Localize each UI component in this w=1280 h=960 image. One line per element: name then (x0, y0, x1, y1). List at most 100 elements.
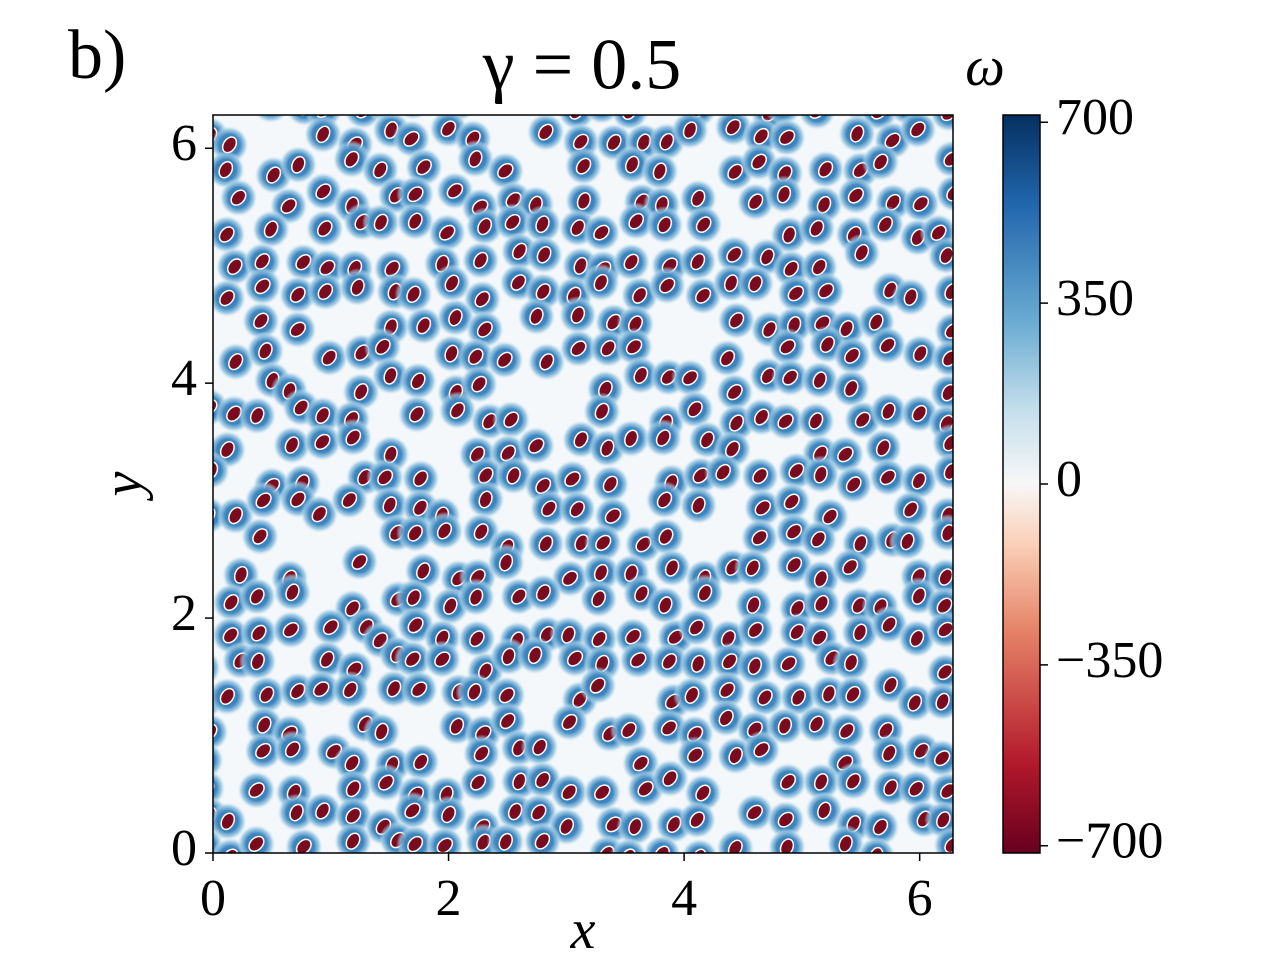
vortex-halo (798, 115, 836, 130)
vortex-core (909, 629, 925, 648)
vortex-core (688, 619, 705, 636)
vortex-halo (857, 836, 896, 853)
vortex-core (576, 192, 592, 211)
vortex-core (541, 500, 557, 517)
vortex-core (317, 283, 334, 301)
vortex-core (219, 687, 235, 705)
vortex-core (467, 683, 482, 701)
vortex-core (374, 338, 391, 356)
vortex-core (726, 246, 743, 263)
vortex-core (527, 646, 543, 665)
vortex-core (752, 467, 769, 485)
vortex-core (903, 288, 918, 307)
vortex-core (289, 321, 307, 338)
vortex-core (407, 524, 423, 542)
vortex-core (938, 568, 953, 586)
vortex-core (249, 406, 265, 425)
vortex-core (783, 493, 800, 510)
vortex-core (684, 686, 700, 704)
vortex-core (351, 553, 368, 570)
vortex-core (785, 523, 803, 540)
vortex-core (537, 123, 554, 141)
colorbar-tick-label: 700 (1056, 89, 1134, 146)
vortex-core (591, 589, 606, 608)
vortex-core (404, 91, 421, 111)
vortex-core (817, 160, 834, 178)
vortex-core (344, 754, 360, 772)
vortex-core (691, 496, 706, 515)
vortex-core (595, 534, 612, 551)
vortex-core (940, 524, 953, 543)
vortex-core (284, 436, 300, 454)
vortex-core (935, 692, 950, 711)
vortex-core (504, 213, 521, 231)
vortex-core (594, 402, 610, 421)
vortex-core (776, 185, 792, 204)
vortex-core (416, 316, 432, 335)
vortex-core (633, 366, 649, 385)
y-tick-label: 6 (171, 115, 197, 172)
vortex-core (814, 594, 829, 613)
vortex-core (881, 616, 897, 634)
vortex-core (311, 505, 328, 523)
vortex-core (808, 412, 824, 430)
vortex-core (285, 583, 300, 602)
vortex-core (779, 338, 796, 355)
x-tick-label: 6 (907, 870, 933, 927)
vortex-core (412, 469, 429, 487)
vortex-core (250, 652, 265, 671)
vortex-core (534, 771, 551, 789)
vortex-core (477, 217, 493, 236)
vortex-core (881, 402, 896, 421)
vortex-core (407, 186, 424, 203)
vortex-core (315, 115, 332, 118)
vortex-core (879, 337, 896, 354)
vortex-core (654, 845, 670, 853)
vortex-core (221, 87, 241, 108)
vortex-core (535, 584, 551, 602)
vortex-core (943, 462, 953, 481)
vorticity-field (189, 87, 953, 853)
vortex-core (223, 594, 239, 611)
vortex-core (937, 621, 953, 638)
vortex-core (837, 446, 854, 463)
vortex-core (810, 530, 827, 548)
vortex-core (620, 721, 637, 739)
vortex-core (748, 274, 763, 293)
vortex-core (694, 287, 712, 304)
vortex-core (575, 157, 592, 175)
vortex-halo (930, 339, 953, 378)
vortex-core (252, 528, 268, 545)
vortex-core (907, 694, 923, 712)
vortex-core (193, 442, 211, 463)
vortex-core (939, 246, 953, 265)
vortex-core (750, 153, 767, 170)
vortex-core (872, 818, 889, 836)
vortex-core (473, 745, 490, 762)
vortex-core (530, 804, 547, 821)
vortex-core (690, 654, 706, 673)
vortex-core (410, 681, 428, 698)
vortex-core (538, 535, 554, 553)
vortex-core (559, 817, 575, 836)
vortex-core (661, 653, 678, 670)
vortex-core (842, 558, 859, 576)
vortex-core (624, 155, 640, 174)
vortex-halo (224, 115, 239, 117)
colorbar-tick-label: −700 (1056, 813, 1163, 870)
vortex-core (189, 94, 209, 115)
vortex-core (289, 803, 304, 822)
vortex-core (468, 588, 484, 607)
vortex-core (570, 306, 586, 324)
vortex-halo (213, 743, 224, 778)
vortex-core (570, 340, 587, 357)
vortex-core (382, 496, 397, 514)
vortex-core (934, 750, 951, 767)
vortex-core (777, 413, 794, 430)
vortex-core (593, 224, 610, 241)
vortex-core (322, 618, 340, 636)
vortex-core (497, 162, 514, 179)
vortex-core (745, 559, 761, 577)
colorbar-tick-label: 350 (1056, 270, 1134, 327)
